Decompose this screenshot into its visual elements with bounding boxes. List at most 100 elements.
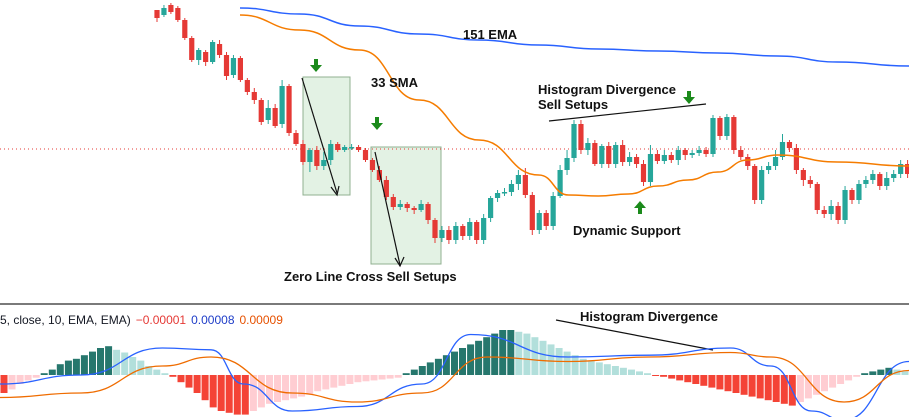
candle-body — [210, 42, 216, 62]
candle-body — [216, 44, 223, 55]
candle — [460, 224, 466, 240]
candle — [404, 202, 410, 212]
histogram-bar — [370, 375, 378, 381]
candle-body — [300, 144, 306, 162]
candle — [154, 10, 160, 22]
histogram-bar — [249, 375, 257, 411]
candle — [675, 146, 681, 165]
histogram-bar — [636, 371, 643, 375]
candle — [196, 48, 202, 65]
histogram-bar — [338, 375, 346, 386]
candle-body — [891, 174, 897, 178]
legend-signal-value: 0.00009 — [239, 313, 283, 327]
candle — [494, 190, 501, 202]
candle-body — [759, 170, 765, 200]
histogram-bar — [861, 373, 869, 375]
histogram-bar — [129, 357, 137, 375]
histogram-bar — [97, 348, 104, 375]
candle-body — [543, 213, 549, 226]
histogram-bar — [587, 360, 595, 375]
candle-body — [571, 124, 577, 158]
candle — [342, 145, 348, 152]
candle-body — [627, 157, 633, 162]
candle-body — [175, 8, 181, 20]
histogram-bar — [619, 367, 627, 375]
candle — [543, 210, 549, 230]
histogram-bar — [298, 375, 306, 397]
histogram-bar — [40, 373, 48, 375]
candle-body — [898, 164, 904, 174]
candle — [905, 160, 909, 178]
histogram-bar — [426, 362, 434, 375]
candle-body — [793, 148, 799, 170]
candle-body — [842, 190, 848, 220]
candle — [425, 202, 431, 224]
histogram-bar — [56, 364, 64, 375]
histogram-bar — [459, 348, 466, 375]
candle-body — [668, 155, 674, 160]
candle — [258, 98, 264, 125]
histogram-bar — [821, 375, 828, 392]
histogram-bar — [499, 330, 507, 375]
candle — [328, 140, 334, 165]
candle — [731, 115, 737, 154]
histogram-divergence-label: Histogram Divergence — [580, 309, 718, 324]
candle-body — [279, 86, 285, 124]
histogram-bar — [378, 375, 386, 380]
candle — [508, 180, 515, 196]
histogram-bar — [394, 375, 402, 378]
histogram-bar — [193, 375, 201, 393]
histogram-bar — [531, 337, 539, 375]
candle-body — [383, 180, 389, 197]
candle-body — [328, 144, 334, 160]
candle-body — [633, 157, 640, 164]
candle — [745, 154, 751, 170]
candle — [203, 50, 209, 66]
candle-body — [870, 174, 876, 180]
candle — [807, 176, 813, 188]
histogram-divergence-sell-setups-label: Histogram Divergence Sell Setups — [538, 82, 676, 112]
candle-body — [682, 150, 688, 155]
histogram-bar — [829, 375, 837, 388]
candle — [418, 200, 424, 212]
candle-body — [168, 5, 174, 12]
histogram-bar — [330, 375, 338, 388]
histogram-bar — [418, 366, 426, 375]
histogram-bar — [274, 375, 281, 402]
macd-histogram — [0, 330, 909, 415]
candle — [501, 188, 508, 196]
candle-body — [877, 174, 883, 186]
candle-body — [557, 170, 563, 196]
histogram-bar — [169, 375, 177, 377]
histogram-bar — [241, 375, 249, 415]
candle — [397, 200, 403, 210]
candle-body — [835, 206, 841, 220]
candle-body — [258, 100, 264, 122]
candle — [620, 140, 626, 166]
histogram-bar — [700, 375, 708, 386]
candle — [488, 196, 494, 222]
histogram-bar — [603, 364, 611, 375]
candle — [884, 172, 890, 190]
candle-body — [689, 153, 695, 155]
candle — [390, 194, 396, 210]
candle-body — [515, 175, 521, 184]
candle-body — [467, 222, 473, 236]
green-down-arrow-icon — [310, 59, 322, 72]
candle — [654, 150, 660, 164]
candle — [453, 222, 459, 244]
candle — [210, 40, 216, 64]
candle — [710, 115, 716, 157]
candle-body — [342, 147, 348, 150]
candle-body — [196, 50, 202, 60]
candle — [592, 140, 598, 166]
candle — [439, 226, 445, 242]
candle — [752, 164, 758, 204]
histogram-bar — [756, 375, 764, 399]
candle — [668, 152, 674, 163]
candle — [821, 206, 827, 218]
candle-body — [404, 204, 410, 208]
candle — [244, 78, 250, 95]
candle — [647, 145, 654, 186]
histogram-bar — [837, 375, 845, 384]
